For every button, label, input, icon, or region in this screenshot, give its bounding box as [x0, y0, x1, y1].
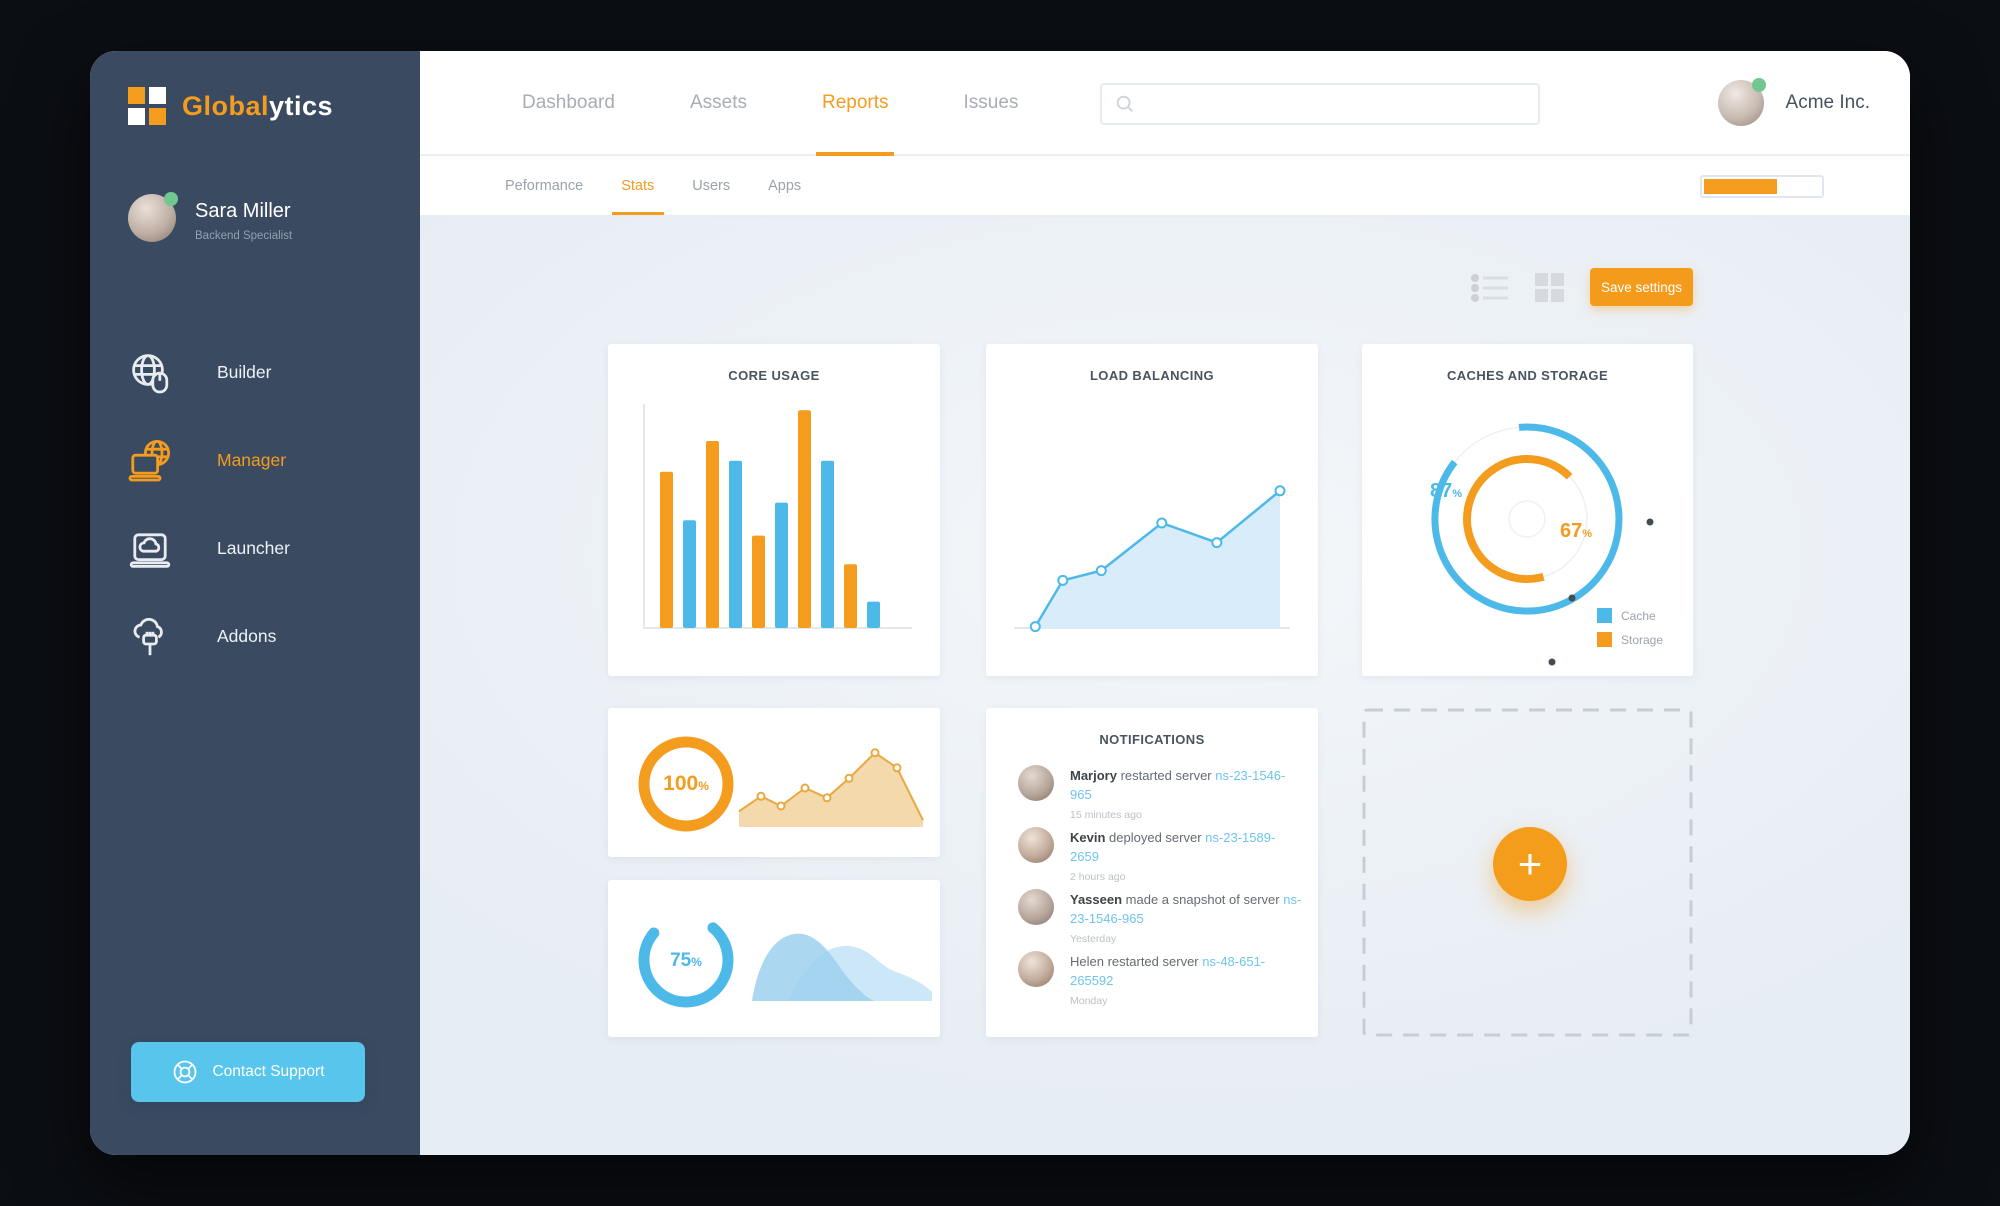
save-settings-button[interactable]: Save settings — [1590, 268, 1693, 306]
user-name: Sara Miller — [195, 200, 291, 222]
card-add-widget: + — [1362, 708, 1693, 1037]
load-balancing-line-chart — [1014, 485, 1290, 633]
sidebar-item-label: Launcher — [217, 537, 290, 558]
avatar — [1018, 827, 1054, 863]
top-nav: Dashboard Assets Reports Issues — [516, 51, 1024, 154]
caches-storage-donut-chart — [1431, 423, 1654, 666]
notification-item: Helen restarted server ns-48-651-265592 … — [1018, 951, 1302, 1013]
card-uptime: 100% — [608, 708, 940, 857]
laptop-globe-icon — [128, 439, 171, 482]
contact-support-label: Contact Support — [212, 1063, 325, 1080]
app-window: Globalytics Sara Miller Backend Speciali… — [90, 51, 1910, 1155]
card-title: CORE USAGE — [728, 368, 820, 383]
avatar — [1018, 765, 1054, 801]
dashed-placeholder-border — [1362, 708, 1693, 1037]
nav-item-assets[interactable]: Assets — [689, 91, 747, 113]
logo: Globalytics — [128, 87, 333, 125]
tab-users[interactable]: Users — [692, 177, 731, 194]
account-avatar — [1717, 77, 1766, 126]
sidebar-item-launcher[interactable]: Launcher — [90, 523, 420, 573]
cache-percent-label: 87% — [1429, 480, 1462, 502]
card-title: LOAD BALANCING — [1089, 368, 1215, 383]
sidebar-nav: Builder Manager Launcher — [90, 347, 420, 699]
avatar — [1018, 951, 1054, 987]
notification-time: Yesterday — [1070, 932, 1117, 945]
uptime-donut-and-area-chart — [638, 736, 924, 832]
server-link[interactable]: ns-23-1546-965 — [1070, 892, 1302, 926]
nav-item-issues[interactable]: Issues — [963, 91, 1019, 113]
card-notifications: NOTIFICATIONS Marjory restarted server n… — [986, 708, 1318, 1037]
card-title: NOTIFICATIONS — [1099, 732, 1205, 747]
sidebar: Globalytics Sara Miller Backend Speciali… — [90, 51, 420, 1155]
card-core-usage: CORE USAGE — [608, 344, 940, 676]
search-icon — [1116, 95, 1133, 112]
uptime-percent-label: 100% — [663, 772, 709, 795]
report-tabs: Peformance Stats Users Apps — [505, 156, 801, 215]
progress-bar — [1700, 175, 1824, 198]
notification-item: Kevin deployed server ns-23-1589-2659 2 … — [1018, 827, 1302, 889]
notification-item: Marjory restarted server ns-23-1546-965 … — [1018, 765, 1302, 827]
search-input[interactable] — [1146, 85, 1538, 123]
card-load-balancing: LOAD BALANCING — [986, 344, 1318, 676]
top-bar: Dashboard Assets Reports Issues Acme Inc… — [420, 51, 1910, 156]
storage-percent-label: 67% — [1560, 520, 1593, 542]
card-title: CACHES AND STORAGE — [1446, 368, 1609, 383]
avatar — [1018, 889, 1054, 925]
grid-view-icon[interactable] — [1535, 272, 1564, 302]
logo-text: Globalytics — [182, 90, 334, 121]
sidebar-item-addons[interactable]: Addons — [90, 611, 420, 661]
storage-legend-swatch — [1597, 632, 1612, 647]
laptop-cloud-icon — [129, 533, 171, 568]
sidebar-item-label: Manager — [217, 449, 287, 470]
server-link[interactable]: ns-48-651-265592 — [1070, 954, 1266, 988]
sidebar-item-label: Addons — [217, 625, 277, 646]
cache-legend-swatch — [1597, 608, 1612, 623]
sub-nav: Peformance Stats Users Apps — [420, 156, 1910, 217]
add-widget-button[interactable]: + — [1493, 827, 1567, 901]
chart-legend: Cache Storage — [1597, 608, 1663, 656]
notification-time: 2 hours ago — [1070, 870, 1126, 883]
list-view-icon[interactable] — [1470, 273, 1509, 302]
dashboard-content: Save settings CORE USAGE LOAD BALANCING … — [420, 217, 1910, 1155]
sidebar-item-label: Builder — [217, 361, 272, 382]
notification-time: Monday — [1070, 994, 1108, 1007]
user-role: Backend Specialist — [195, 230, 293, 242]
notification-item: Yasseen made a snapshot of server ns-23-… — [1018, 889, 1302, 951]
nav-item-reports[interactable]: Reports — [816, 51, 895, 154]
contact-support-button[interactable]: Contact Support — [131, 1042, 365, 1102]
legend-label: Cache — [1621, 608, 1656, 623]
lifebuoy-icon — [174, 1060, 197, 1084]
toolbar: Save settings — [1470, 268, 1693, 306]
account-name: Acme Inc. — [1785, 91, 1870, 113]
server-link[interactable]: ns-23-1589-2659 — [1070, 830, 1276, 864]
capacity-donut-and-wave-chart — [638, 922, 932, 1008]
sidebar-item-builder[interactable]: Builder — [90, 347, 420, 397]
tab-apps[interactable]: Apps — [768, 177, 802, 194]
tab-peformance[interactable]: Peformance — [505, 177, 584, 194]
user-profile: Sara Miller Backend Specialist — [128, 192, 293, 242]
globe-pointer-icon — [132, 354, 169, 394]
account-menu[interactable]: Acme Inc. — [1717, 51, 1870, 154]
tab-stats[interactable]: Stats — [621, 156, 654, 215]
notification-time: 15 minutes ago — [1070, 808, 1142, 821]
capacity-percent-label: 75% — [670, 950, 702, 971]
search-box[interactable] — [1100, 83, 1540, 125]
nav-item-dashboard[interactable]: Dashboard — [522, 91, 615, 113]
online-status-dot — [164, 192, 178, 206]
core-usage-bar-chart — [643, 404, 912, 629]
notification-list: Marjory restarted server ns-23-1546-965 … — [1018, 765, 1302, 1013]
legend-label: Storage — [1621, 632, 1664, 647]
online-status-dot — [1751, 77, 1766, 92]
card-capacity: 75% — [608, 880, 940, 1037]
avatar — [128, 192, 178, 242]
sidebar-item-manager[interactable]: Manager — [90, 435, 420, 485]
card-caches-storage: CACHES AND STORAGE 87% 67% Cache Storage — [1362, 344, 1693, 676]
cloud-plug-icon — [133, 617, 163, 656]
server-link[interactable]: ns-23-1546-965 — [1070, 768, 1286, 802]
logo-grid-icon — [128, 87, 166, 125]
progress-bar-fill — [1704, 179, 1778, 194]
